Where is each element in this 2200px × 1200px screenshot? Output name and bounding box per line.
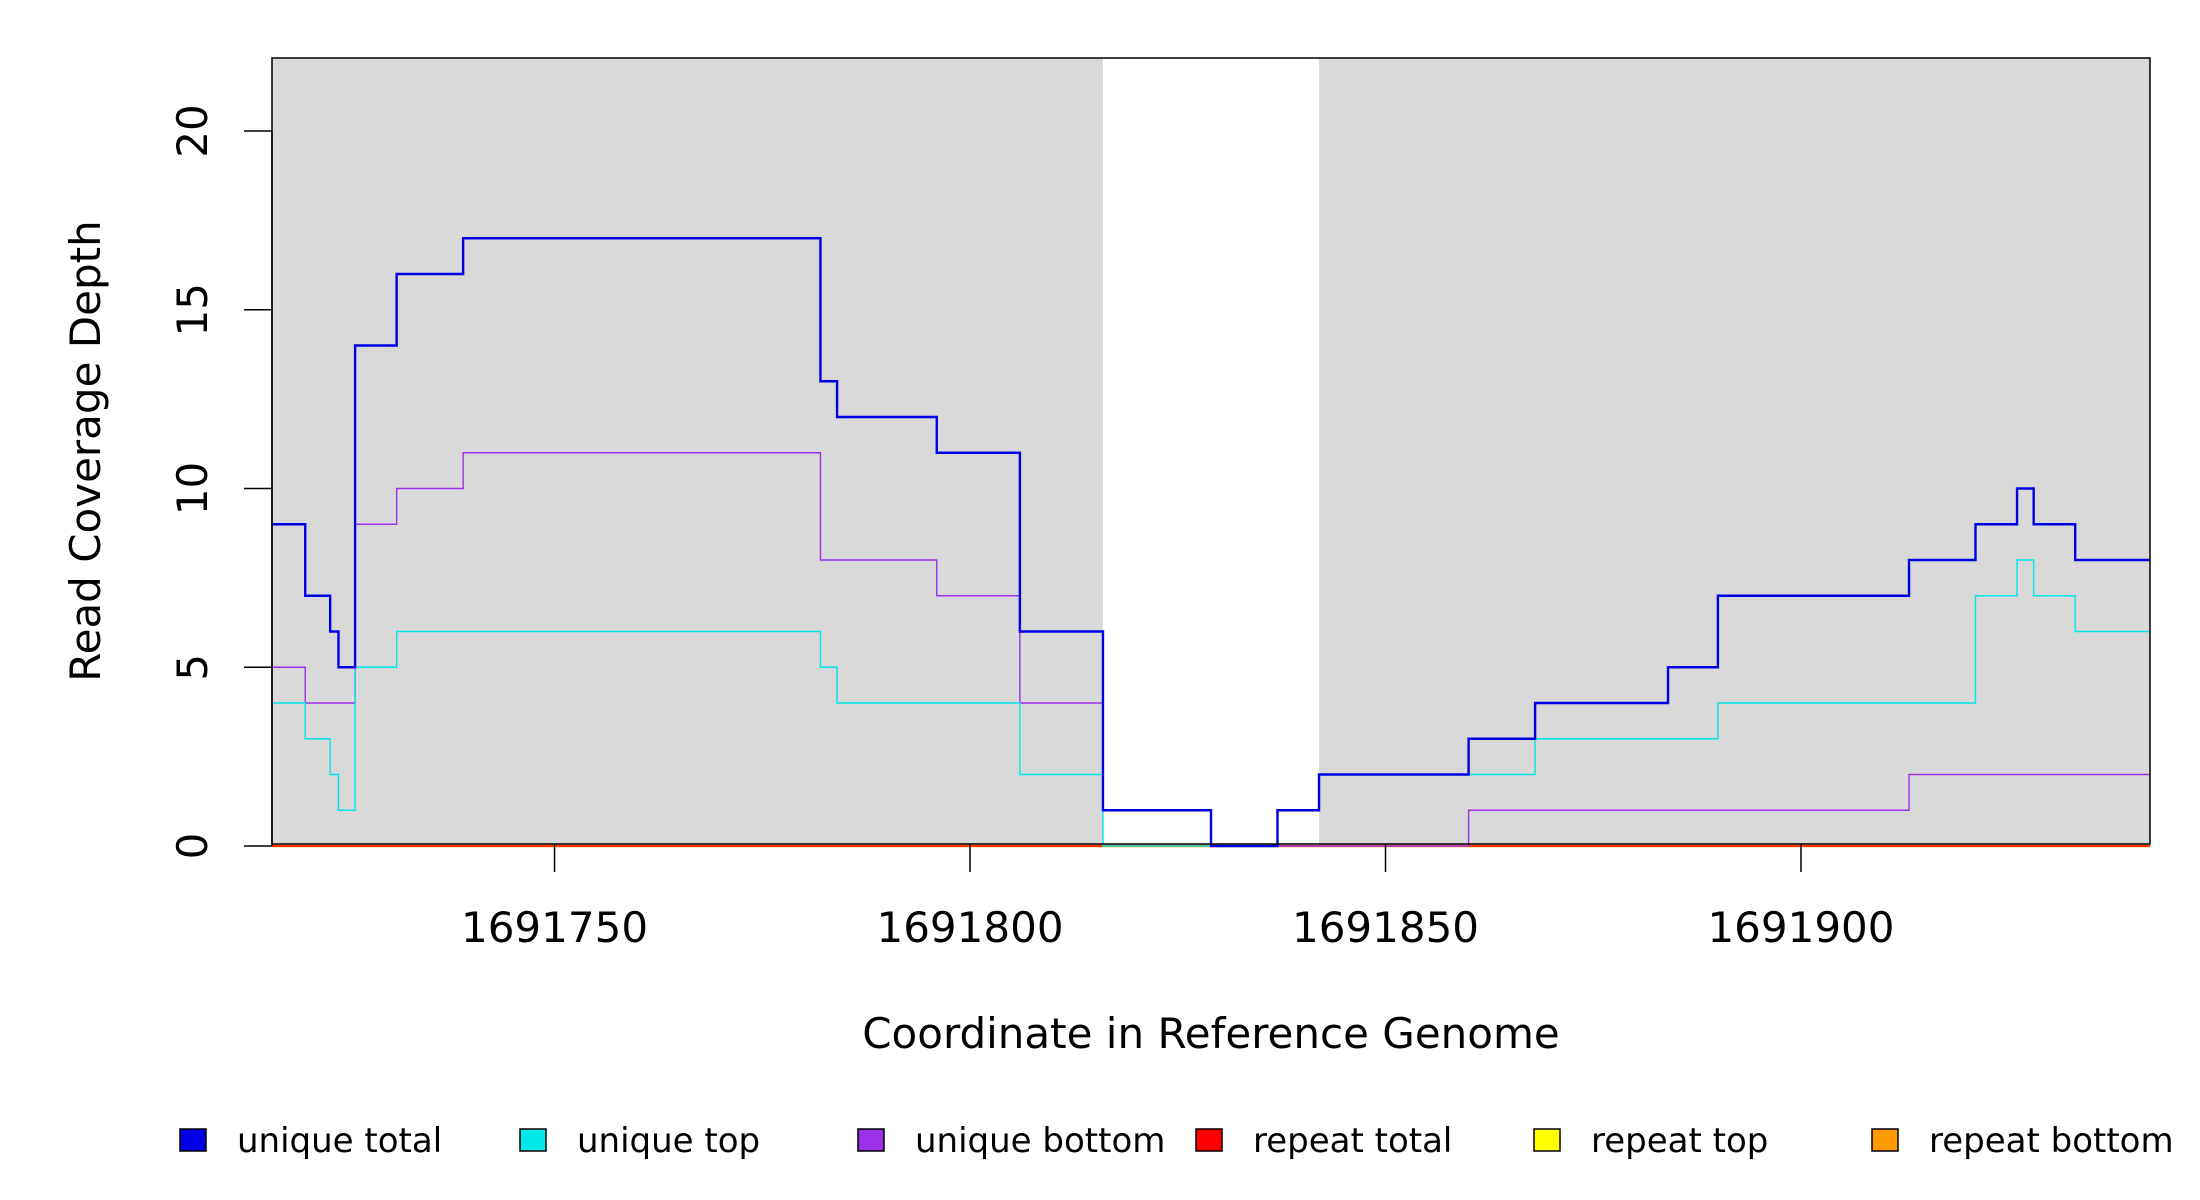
- legend-swatch: [519, 1128, 547, 1152]
- x-tick-label: 1691850: [1292, 903, 1479, 952]
- series-unique-top: [272, 559, 2150, 847]
- legend-item-unique-total: unique total: [179, 1121, 442, 1161]
- y-tick-label: 5: [168, 654, 217, 681]
- legend-item-repeat-total: repeat total: [1195, 1121, 1452, 1161]
- legend-swatch: [1871, 1128, 1899, 1152]
- y-tick-label: 0: [168, 833, 217, 860]
- y-tick-label: 20: [168, 104, 217, 157]
- legend-item-repeat-top: repeat top: [1533, 1121, 1768, 1161]
- y-axis: 0 5 10 15 20: [168, 104, 273, 860]
- legend-swatch: [857, 1128, 885, 1152]
- x-axis-title: Coordinate in Reference Genome: [862, 1009, 1560, 1058]
- shaded-region-1: [1319, 58, 2150, 844]
- legend-label: repeat top: [1591, 1121, 1768, 1161]
- x-tick-label: 1691800: [876, 903, 1063, 952]
- legend-item-unique-top: unique top: [519, 1121, 760, 1161]
- y-axis-title: Read Coverage Depth: [61, 220, 110, 681]
- y-tick-label: 15: [168, 283, 217, 336]
- legend-label: unique total: [237, 1121, 442, 1161]
- series-unique-total: [272, 237, 2150, 848]
- legend-item-repeat-bottom: repeat bottom: [1871, 1121, 2174, 1161]
- series-lines: [272, 237, 2150, 848]
- x-tick-label: 1691750: [461, 903, 648, 952]
- shaded-regions: [272, 58, 2150, 844]
- legend-label: unique bottom: [915, 1121, 1165, 1161]
- legend-swatch: [179, 1128, 207, 1152]
- legend-swatch: [1533, 1128, 1561, 1152]
- shaded-region-0: [272, 58, 1103, 844]
- y-tick-label: 10: [168, 462, 217, 515]
- x-axis: 1691750 1691800 1691850 1691900: [461, 844, 1895, 952]
- legend-label: repeat bottom: [1929, 1121, 2174, 1161]
- legend-item-unique-bottom: unique bottom: [857, 1121, 1165, 1161]
- legend-label: unique top: [577, 1121, 760, 1161]
- legend: unique total unique top unique bottom repea…: [179, 1121, 2174, 1161]
- legend-swatch: [1195, 1128, 1223, 1152]
- legend-label: repeat total: [1253, 1121, 1452, 1161]
- x-tick-label: 1691900: [1707, 903, 1894, 952]
